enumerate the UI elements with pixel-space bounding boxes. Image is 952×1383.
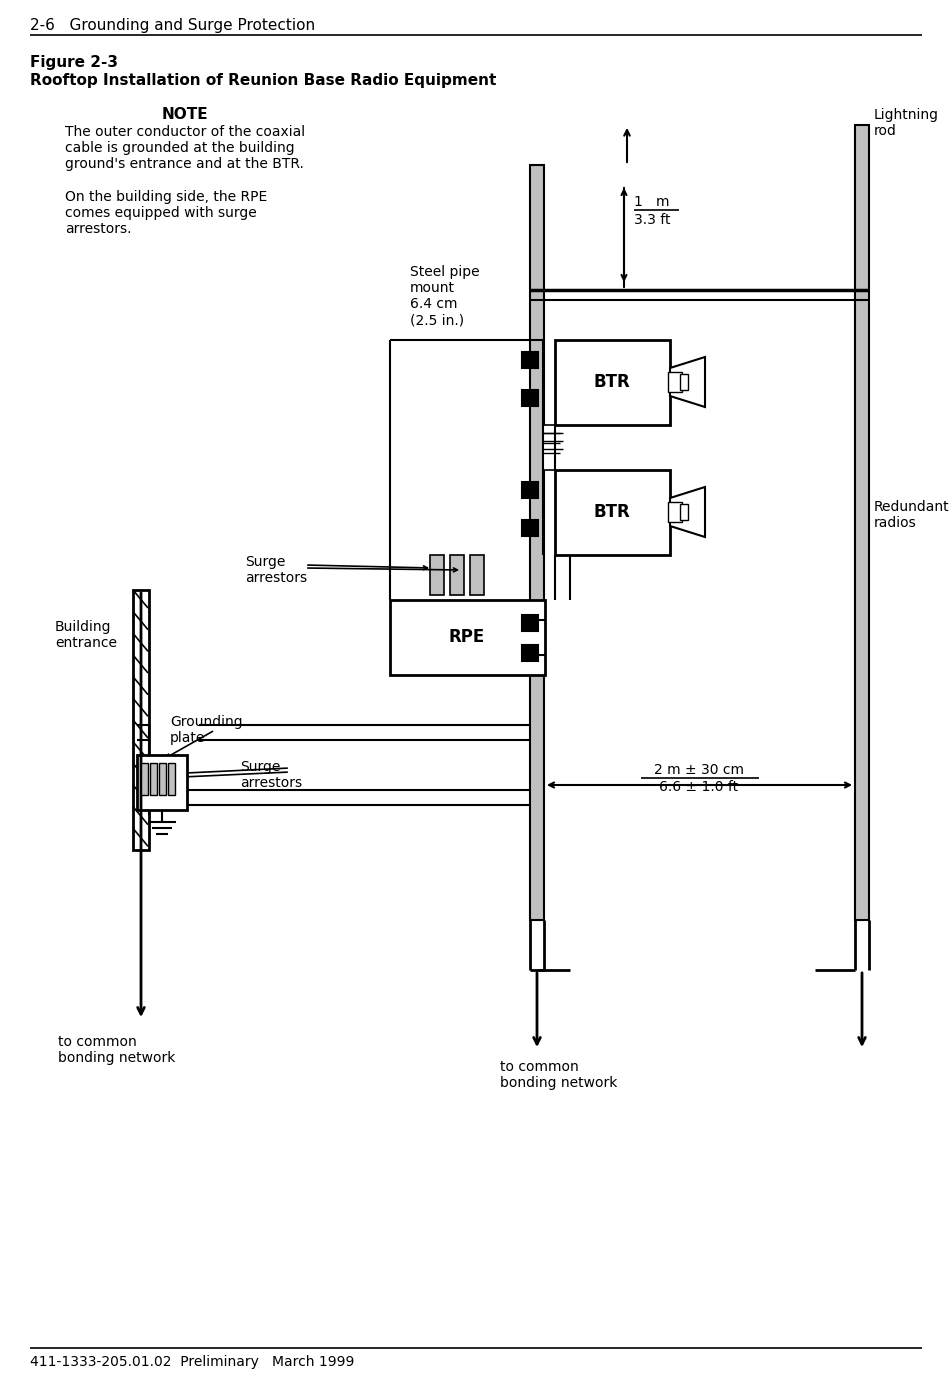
Bar (668, 372, 682, 391)
Text: Surge
arrestors: Surge arrestors (245, 555, 307, 585)
Bar (133, 591, 149, 851)
Bar (137, 755, 187, 810)
Bar (543, 425, 555, 470)
Text: Surge
arrestors: Surge arrestors (240, 761, 302, 790)
Bar (470, 555, 484, 595)
Bar (522, 353, 538, 368)
Bar (522, 390, 538, 407)
Bar (522, 520, 538, 537)
Bar (680, 373, 688, 390)
Text: to common
bonding network: to common bonding network (500, 1059, 618, 1090)
Text: Building
entrance: Building entrance (55, 620, 117, 650)
Text: 1   m: 1 m (634, 195, 669, 209)
Bar (555, 340, 670, 425)
Text: BTR: BTR (594, 373, 630, 391)
Bar (168, 763, 175, 795)
Text: Steel pipe
mount
6.4 cm
(2.5 in.): Steel pipe mount 6.4 cm (2.5 in.) (410, 266, 480, 328)
Text: BTR: BTR (594, 503, 630, 521)
Text: Figure 2-3: Figure 2-3 (30, 55, 118, 71)
Text: to common
bonding network: to common bonding network (58, 1034, 175, 1065)
Polygon shape (670, 357, 705, 407)
Bar (530, 165, 544, 920)
Text: Redundant
radios: Redundant radios (874, 501, 950, 530)
Bar (159, 763, 166, 795)
Bar (522, 615, 538, 631)
Bar (150, 763, 157, 795)
Text: 2-6   Grounding and Surge Protection: 2-6 Grounding and Surge Protection (30, 18, 315, 33)
Text: 2 m ± 30 cm: 2 m ± 30 cm (654, 763, 744, 777)
Bar (522, 483, 538, 498)
Text: 6.6 ± 1.0 ft: 6.6 ± 1.0 ft (660, 780, 739, 794)
Bar (450, 555, 464, 595)
Bar (855, 124, 869, 920)
Text: Grounding
plate: Grounding plate (170, 715, 243, 745)
Text: The outer conductor of the coaxial
cable is grounded at the building
ground's en: The outer conductor of the coaxial cable… (65, 124, 306, 236)
Text: NOTE: NOTE (162, 106, 208, 122)
Bar (390, 600, 545, 675)
Bar (522, 644, 538, 661)
Bar (141, 763, 148, 795)
Text: Rooftop Installation of Reunion Base Radio Equipment: Rooftop Installation of Reunion Base Rad… (30, 73, 496, 89)
Bar (668, 502, 682, 521)
Polygon shape (670, 487, 705, 537)
Text: 411-1333-205.01.02  Preliminary   March 1999: 411-1333-205.01.02 Preliminary March 199… (30, 1355, 354, 1369)
Text: 3.3 ft: 3.3 ft (634, 213, 670, 227)
Bar (680, 503, 688, 520)
Bar (555, 470, 670, 555)
Text: RPE: RPE (449, 628, 486, 646)
Bar (430, 555, 444, 595)
Text: Lightning
rod: Lightning rod (874, 108, 939, 138)
